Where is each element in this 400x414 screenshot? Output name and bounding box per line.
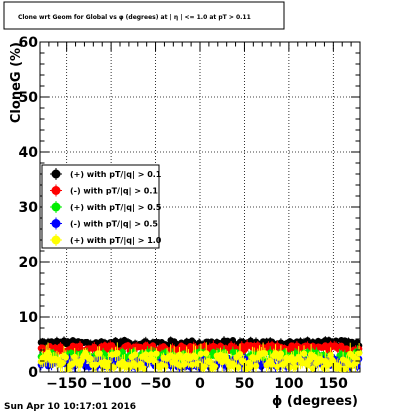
legend-label: (+) with pT/|q| > 0.5 — [70, 203, 162, 212]
data-point — [110, 364, 117, 371]
timestamp: Sun Apr 10 10:17:01 2016 — [4, 402, 136, 412]
legend-marker — [51, 235, 61, 245]
y-tick-label: 60 — [19, 35, 39, 51]
data-point — [92, 361, 100, 368]
data-point — [272, 350, 279, 357]
x-tick-label: 150 — [319, 376, 348, 392]
data-point — [286, 364, 293, 371]
data-point — [201, 363, 208, 370]
x-axis-label: ϕ (degrees) — [272, 394, 358, 409]
data-point — [62, 354, 69, 361]
chart-title: Clone wrt Geom for Global vs φ (degrees)… — [18, 14, 251, 21]
legend-label: (+) with pT/|q| > 0.1 — [70, 170, 162, 179]
axis-ticks — [39, 41, 361, 373]
data-points — [37, 336, 363, 373]
x-tick-label: −100 — [91, 376, 132, 392]
series-5 — [37, 342, 363, 373]
y-tick-label: 0 — [28, 365, 38, 381]
data-point — [300, 350, 308, 357]
data-point — [355, 349, 363, 357]
data-point — [274, 363, 281, 370]
title-box — [3, 1, 285, 30]
legend-marker — [51, 186, 61, 195]
data-point — [211, 363, 219, 370]
x-tick-label: −50 — [140, 376, 171, 392]
legend-marker — [51, 169, 61, 179]
legend-marker — [51, 202, 61, 212]
data-point — [268, 361, 276, 368]
data-point — [124, 342, 132, 349]
x-tick-label: −150 — [46, 376, 87, 392]
x-tick-label: 100 — [274, 376, 303, 392]
y-tick-label: 20 — [19, 255, 39, 271]
legend-label: (-) with pT/|q| > 0.1 — [70, 187, 158, 196]
x-tick-label: 0 — [195, 376, 205, 392]
legend: (+) with pT/|q| > 0.1 (-) with pT/|q| > 0… — [41, 164, 162, 249]
data-point — [140, 365, 148, 372]
y-tick-label: 30 — [19, 200, 39, 216]
legend-label: (-) with pT/|q| > 0.5 — [70, 220, 158, 229]
data-point — [151, 358, 158, 365]
data-point — [197, 350, 205, 358]
legend-marker — [51, 219, 61, 228]
data-point — [309, 365, 317, 372]
data-point — [291, 363, 299, 371]
legend-label: (+) with pT/|q| > 1.0 — [70, 236, 162, 245]
data-point — [235, 364, 242, 371]
data-point — [261, 350, 269, 357]
x-tick-label: 50 — [235, 376, 255, 392]
y-axis-label: CloneG (%) — [9, 42, 24, 123]
y-tick-label: 10 — [19, 310, 39, 326]
y-tick-label: 50 — [19, 90, 39, 106]
data-point — [203, 350, 210, 357]
data-point — [131, 351, 139, 358]
y-tick-label: 40 — [19, 145, 39, 161]
tick-labels: −150 −100 −50 0 50 100 150 0 10 20 30 40 50 60 — [19, 35, 349, 392]
data-point — [153, 350, 160, 357]
